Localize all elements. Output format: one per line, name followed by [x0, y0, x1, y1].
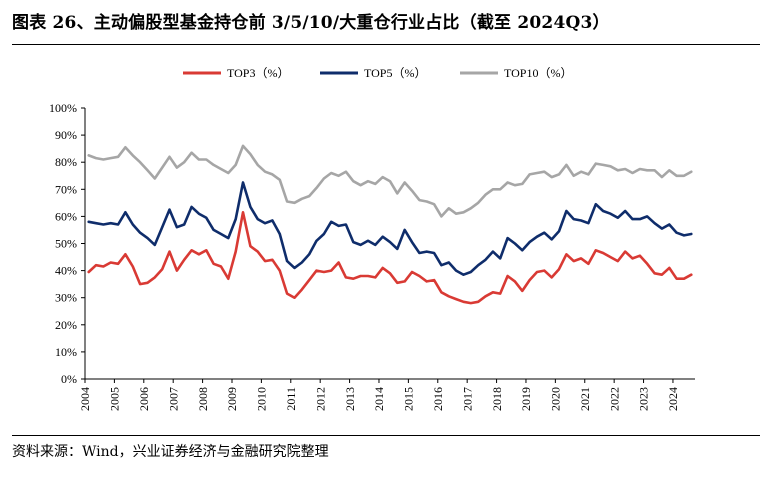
chart-title: 图表 26、主动偏股型基金持仓前 3/5/10/大重仓行业占比（截至 2024Q…: [12, 13, 610, 33]
x-tick-label: 2012: [313, 387, 327, 411]
y-axis: 0% 10% 20% 30% 40% 50% 60% 70% 80% 90% 100%: [49, 101, 86, 386]
x-tick-label: 2015: [402, 387, 416, 411]
x-tick-label: 2018: [490, 387, 504, 411]
series-line-3: [87, 144, 693, 218]
y-tick-label: 30%: [55, 291, 77, 305]
legend: TOP3（%） TOP5（%） TOP10（%）: [183, 66, 572, 80]
y-tick-label: 0%: [61, 372, 77, 386]
series-line-2: [87, 181, 693, 277]
x-tick-label: 2024: [666, 387, 680, 411]
x-tick-label: 2023: [637, 387, 651, 411]
x-tick-label: 2017: [460, 387, 474, 411]
x-tick-label: 2011: [284, 387, 298, 411]
x-tick-label: 2019: [519, 387, 533, 411]
x-tick-label: 2010: [255, 387, 269, 411]
x-axis: 2004 2005 2006 2007 2008 2009 2010 2011 2012 2013…: [78, 378, 695, 411]
x-tick-label: 2007: [166, 387, 180, 411]
x-tick-label: 2005: [108, 387, 122, 411]
legend-label-2: TOP5（%）: [364, 66, 426, 80]
x-tick-label: 2016: [431, 387, 445, 411]
x-tick-label: 2008: [196, 387, 210, 411]
y-tick-label: 60%: [55, 209, 77, 223]
series-line-1: [87, 211, 693, 305]
x-tick-label: 2014: [372, 387, 386, 411]
x-tick-label: 2006: [137, 387, 151, 411]
x-tick-label: 2004: [78, 387, 92, 411]
line-chart: TOP3（%） TOP5（%） TOP10（%） 0% 10% 20% 30% 40% 50%…: [49, 66, 695, 411]
y-tick-label: 40%: [55, 264, 77, 278]
plot-lines: [87, 144, 693, 305]
y-tick-label: 80%: [55, 155, 77, 169]
source-divider: [12, 435, 760, 436]
legend-label-1: TOP3（%）: [227, 66, 289, 80]
x-tick-label: 2009: [225, 387, 239, 411]
x-tick-label: 2020: [549, 387, 563, 411]
x-tick-label: 2021: [578, 387, 592, 411]
y-tick-label: 100%: [49, 101, 77, 115]
y-tick-label: 90%: [55, 128, 77, 142]
source-note: 资料来源：Wind，兴业证券经济与金融研究院整理: [12, 444, 329, 460]
y-tick-label: 10%: [55, 345, 77, 359]
x-tick-label: 2022: [607, 387, 621, 411]
x-tick-label: 2013: [343, 387, 357, 411]
title-divider: [12, 44, 760, 45]
y-tick-label: 50%: [55, 237, 77, 251]
legend-label-3: TOP10（%）: [504, 66, 572, 80]
y-tick-label: 20%: [55, 318, 77, 332]
y-tick-label: 70%: [55, 182, 77, 196]
